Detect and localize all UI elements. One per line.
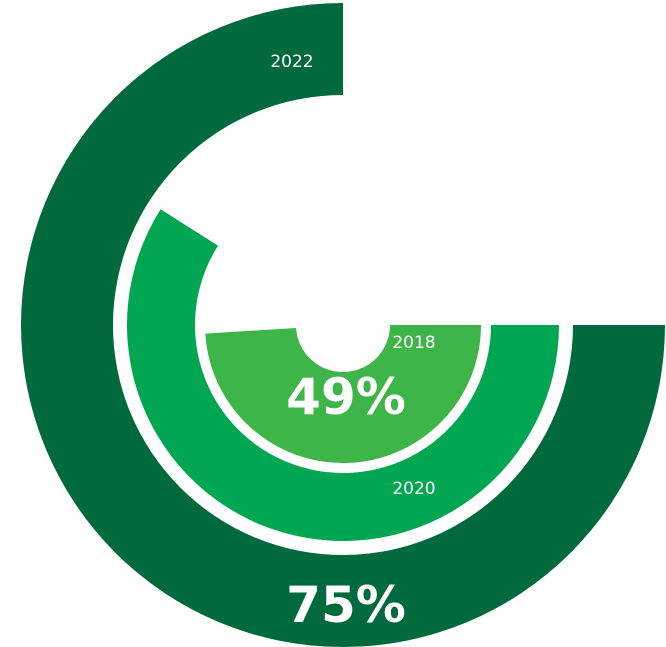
- value-label-2022: 75%: [286, 576, 406, 634]
- arcs-layer: [21, 3, 665, 647]
- year-label-2018: 2018: [392, 333, 435, 353]
- year-label-2022: 2022: [270, 52, 313, 72]
- value-label-2018: 49%: [286, 368, 406, 426]
- labels-layer: 2022 75% 2020 59% 2018 49%: [270, 52, 435, 634]
- year-label-2020: 2020: [392, 479, 435, 499]
- arc-2022: [21, 3, 665, 647]
- value-label-2020: 59%: [286, 135, 406, 193]
- arc-2020: [126, 209, 560, 542]
- arc-2018: [205, 325, 482, 464]
